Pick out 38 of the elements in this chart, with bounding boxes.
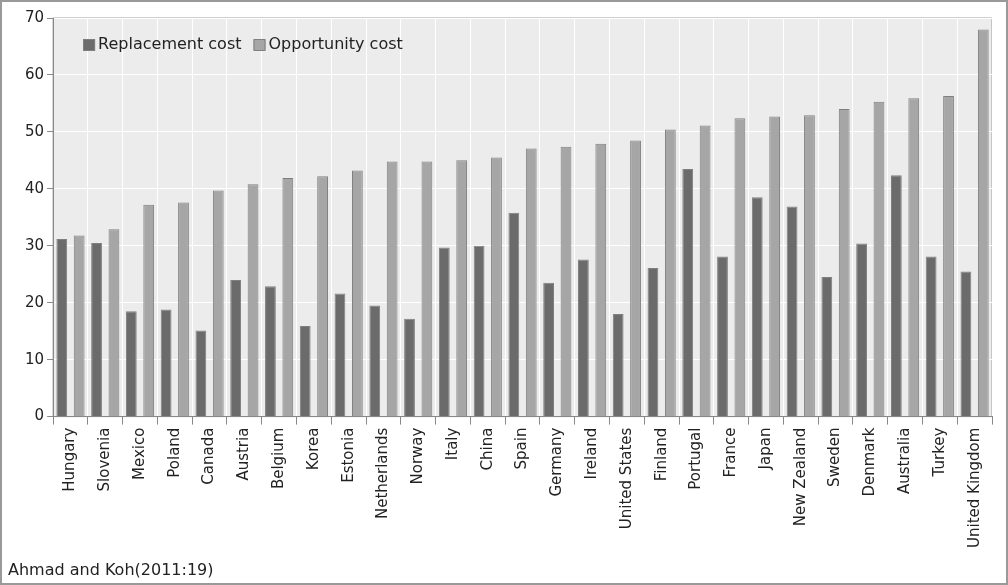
x-tick-label: Japan: [755, 427, 774, 471]
x-tick-label: Denmark: [860, 427, 879, 497]
x-tick-label: Finland: [651, 427, 670, 482]
y-tick-label: 0: [34, 406, 45, 425]
y-tick-label: 20: [24, 292, 45, 311]
y-tick-label: 70: [24, 7, 45, 26]
x-tick-label: Slovenia: [95, 427, 114, 492]
x-tick-label: Ireland: [581, 427, 600, 480]
y-tick-label: 30: [24, 235, 45, 254]
x-tick-label: China: [477, 427, 496, 471]
x-tick-label: France: [721, 427, 740, 478]
x-tick-label: Korea: [303, 427, 322, 471]
x-tick-label: Austria: [234, 427, 253, 481]
y-tick-label: 60: [24, 64, 45, 83]
x-tick-label: United States: [616, 427, 635, 530]
x-tick-label: Estonia: [338, 427, 357, 483]
y-tick-label: 50: [24, 121, 45, 140]
x-tick-label: Canada: [199, 427, 218, 485]
legend-label: Opportunity cost: [268, 34, 403, 54]
x-tick-label: Netherlands: [373, 427, 392, 520]
x-tick-label: Portugal: [686, 427, 705, 490]
x-tick-label: Poland: [164, 427, 183, 478]
x-tick-label: Sweden: [825, 427, 844, 487]
x-tick-label: United Kingdom: [964, 427, 983, 549]
text: Ahmad and Koh(2011:19): [8, 560, 214, 579]
x-tick-label: Belgium: [269, 427, 288, 490]
x-tick-label: Mexico: [129, 427, 148, 480]
x-tick-label: Hungary: [60, 427, 79, 492]
y-tick-label: 10: [24, 349, 45, 368]
y-tick-label: 40: [24, 178, 45, 197]
x-tick-label: Australia: [894, 427, 913, 494]
legend-label: Replacement cost: [98, 34, 242, 54]
x-tick-label: Spain: [512, 427, 531, 470]
x-tick-label: Germany: [547, 427, 566, 497]
x-tick-label: Turkey: [929, 427, 948, 478]
x-tick-label: Norway: [408, 427, 427, 485]
x-tick-label: New Zealand: [790, 427, 809, 527]
x-tick-label: Italy: [442, 427, 461, 461]
